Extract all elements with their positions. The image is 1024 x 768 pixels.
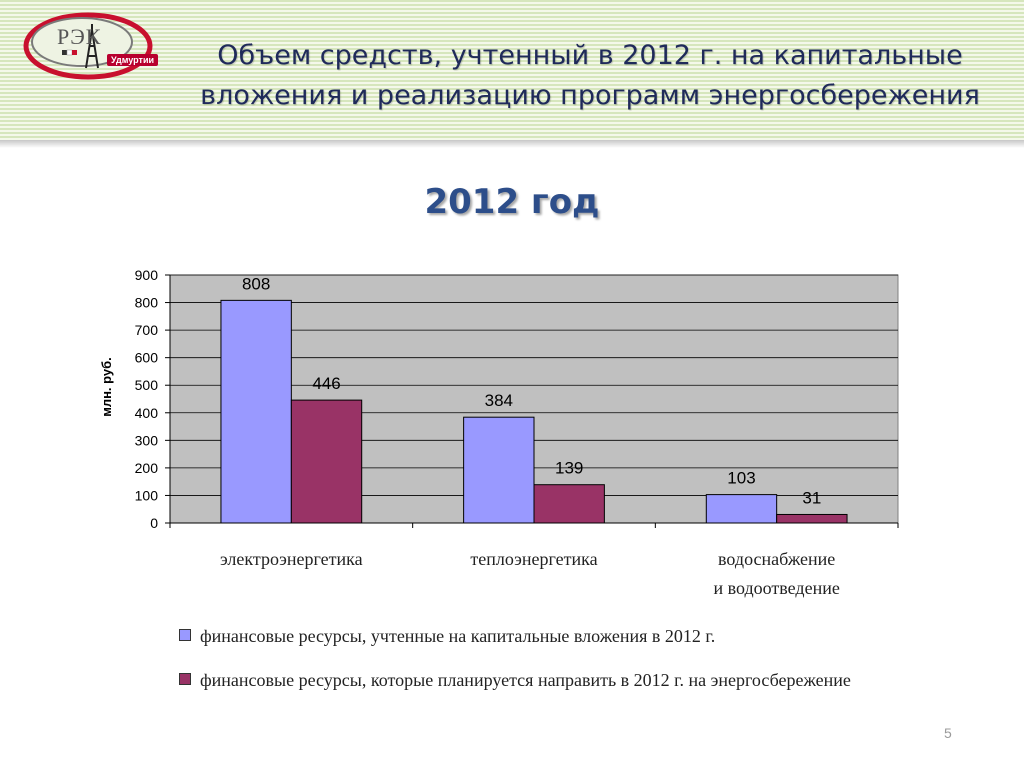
bar	[705, 494, 778, 524]
legend-label-capital-investment: финансовые ресурсы, учтенные на капиталь…	[200, 626, 716, 646]
chart-legend: финансовые ресурсы, учтенные на капиталь…	[178, 625, 858, 713]
page-title: Объем средств, учтенный в 2012 г. на кап…	[200, 40, 980, 111]
bar	[463, 416, 535, 524]
data-label: 103	[727, 469, 755, 488]
y-tick-label: 300	[135, 432, 159, 448]
legend-swatch-energy-saving	[179, 673, 191, 685]
y-tick-label: 200	[135, 460, 159, 476]
x-tick-label: теплоэнергетика	[470, 549, 597, 569]
bar-chart: 0 100 200 300 400 500 600 700 800 900 808 446 электр…	[99, 267, 899, 598]
bar	[776, 513, 848, 524]
data-label: 446	[312, 374, 340, 393]
x-tick-label: водоснабжение	[718, 549, 835, 569]
page-number: 5	[944, 725, 952, 741]
rek-logo: РЭК Удмуртии	[20, 10, 170, 82]
header-banner	[0, 0, 1024, 140]
logo-text: РЭК	[57, 24, 102, 49]
y-tick-label: 800	[135, 295, 159, 311]
logo-subtitle: Удмуртии	[107, 54, 159, 66]
x-tick-label: электроэнергетика	[220, 549, 363, 569]
bar	[533, 484, 605, 524]
y-tick-label: 900	[135, 267, 159, 283]
y-axis-label: млн. руб.	[99, 357, 114, 417]
legend-item-energy-saving: финансовые ресурсы, которые планируется …	[178, 669, 858, 691]
legend-swatch-capital-investment	[179, 629, 191, 641]
y-tick-label: 400	[135, 405, 159, 421]
data-label: 384	[485, 391, 513, 410]
bar	[290, 399, 363, 524]
y-tick-label: 700	[135, 322, 159, 338]
legend-label-energy-saving: финансовые ресурсы, которые планируется …	[200, 670, 851, 690]
data-label: 808	[242, 274, 270, 293]
legend-item-capital-investment: финансовые ресурсы, учтенные на капиталь…	[178, 625, 858, 647]
data-label: 31	[802, 488, 821, 507]
x-tick-label: и водоотведение	[714, 578, 840, 598]
header-shadow	[0, 140, 1024, 148]
y-tick-label: 100	[135, 487, 159, 503]
y-tick-label: 600	[135, 350, 159, 366]
chart-title: 2012 год	[424, 182, 600, 222]
data-label: 139	[555, 459, 583, 478]
bar	[220, 299, 292, 524]
y-tick-label: 0	[150, 515, 158, 531]
y-tick-label: 500	[135, 377, 159, 393]
